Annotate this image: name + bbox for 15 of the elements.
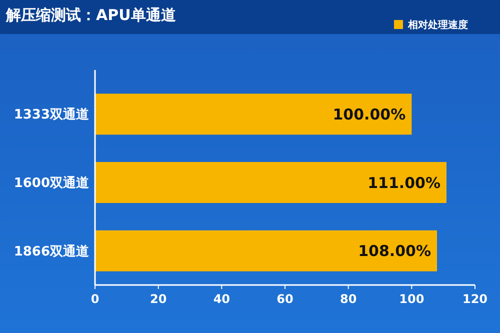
x-tick-label: 120 — [462, 292, 488, 306]
y-tick-label: 1333双通道 — [14, 106, 90, 123]
text: 111.00% — [368, 174, 440, 192]
x-tick-label: 100 — [399, 292, 424, 306]
x-tick-label: 80 — [340, 292, 357, 306]
x-tick-label: 40 — [213, 292, 230, 306]
y-tick-label: 1866双通道 — [14, 243, 90, 260]
chart-title: 解压缩测试：APU单通道 — [5, 6, 177, 24]
y-tick-label: 1600双通道 — [14, 175, 90, 192]
text: 108.00% — [358, 242, 431, 260]
text: 100.00% — [332, 105, 406, 124]
x-tick-label: 60 — [276, 292, 294, 306]
legend-label: 相对处理速度 — [407, 19, 468, 31]
x-tick-label: 0 — [90, 292, 100, 306]
x-tick-label: 20 — [150, 292, 167, 306]
